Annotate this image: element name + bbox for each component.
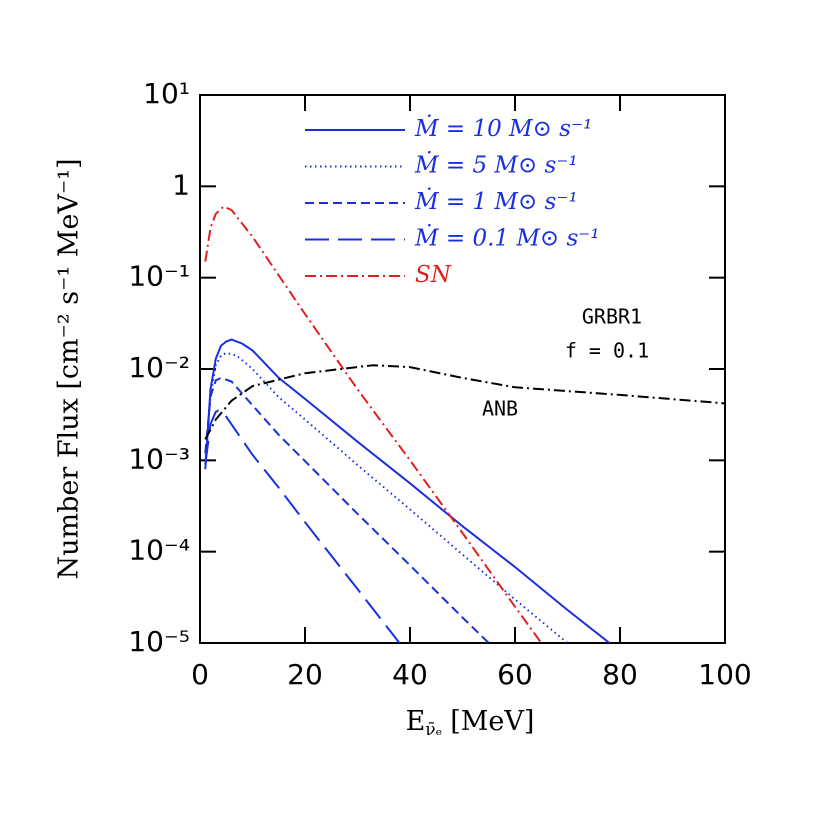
legend-label: SN bbox=[415, 262, 452, 288]
x-tick-label: 0 bbox=[191, 658, 209, 691]
x-tick-label: 100 bbox=[698, 658, 751, 691]
y-tick-label: 10⁻⁴ bbox=[128, 534, 190, 567]
x-label-unit: [MeV] bbox=[450, 706, 534, 737]
series-line bbox=[204, 376, 490, 643]
x-label-sub: ν̄ₑ bbox=[425, 720, 442, 740]
x-tick-label: 60 bbox=[497, 658, 533, 691]
y-tick-label: 10⁻² bbox=[128, 351, 190, 384]
y-axis-label: Number Flux [cm⁻² s⁻¹ MeV⁻¹] bbox=[54, 158, 85, 579]
legend-label: Ṁ = 10 M⊙ s⁻¹ bbox=[414, 115, 592, 142]
y-tick-label: 10¹ bbox=[143, 77, 190, 110]
legend-label: Ṁ = 1 M⊙ s⁻¹ bbox=[414, 188, 578, 215]
series-line bbox=[204, 364, 725, 440]
legend-label: Ṁ = 5 M⊙ s⁻¹ bbox=[414, 152, 578, 179]
y-tick-label: 10⁻³ bbox=[128, 442, 190, 475]
annotation: f = 0.1 bbox=[565, 339, 649, 363]
legend-label: Ṁ = 0.1 M⊙ s⁻¹ bbox=[414, 225, 600, 252]
series-line bbox=[204, 338, 611, 643]
x-tick-label: 20 bbox=[287, 658, 323, 691]
annotation: ANB bbox=[482, 397, 518, 421]
y-tick-label: 1 bbox=[172, 168, 190, 201]
x-tick-label: 80 bbox=[602, 658, 638, 691]
annotation: GRBR1 bbox=[582, 305, 642, 329]
x-tick-label: 40 bbox=[392, 658, 428, 691]
x-label-main: E bbox=[406, 706, 426, 737]
y-tick-label: 10⁻⁵ bbox=[128, 625, 190, 658]
series-line bbox=[204, 409, 401, 643]
y-tick-label: 10⁻¹ bbox=[128, 260, 190, 293]
series-line bbox=[204, 205, 543, 643]
x-axis-label: Eν̄ₑ [MeV] bbox=[406, 706, 535, 740]
